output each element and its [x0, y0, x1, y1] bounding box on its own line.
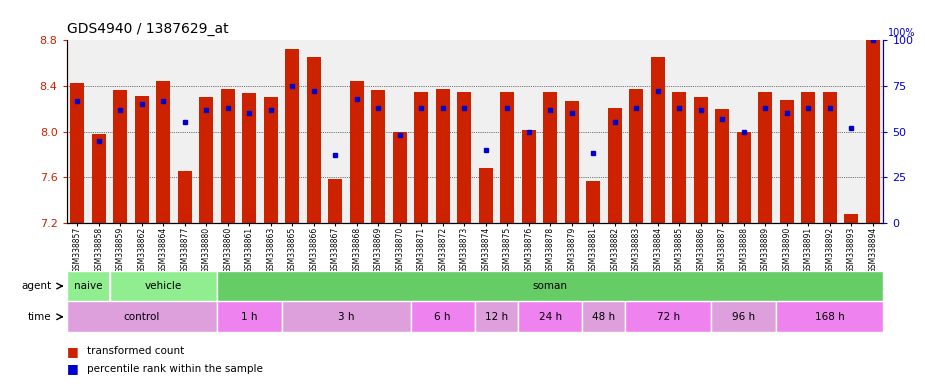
Bar — [414, 92, 428, 223]
Text: naive: naive — [74, 281, 103, 291]
Bar — [500, 92, 514, 223]
Text: agent: agent — [21, 281, 52, 291]
Bar — [608, 108, 622, 223]
Bar — [393, 132, 407, 223]
Bar — [629, 89, 643, 223]
Bar — [711, 301, 776, 332]
Bar — [822, 92, 836, 223]
Bar — [565, 101, 579, 223]
Bar — [328, 179, 342, 223]
Bar — [221, 89, 235, 223]
Bar — [67, 301, 217, 332]
Bar — [217, 271, 883, 301]
Bar — [736, 132, 751, 223]
Text: 3 h: 3 h — [338, 312, 354, 322]
Bar — [217, 301, 281, 332]
Bar — [522, 131, 536, 223]
Text: 1 h: 1 h — [241, 312, 257, 322]
Text: vehicle: vehicle — [144, 281, 182, 291]
Bar — [780, 99, 794, 223]
Text: 6 h: 6 h — [435, 312, 451, 322]
Bar — [475, 301, 518, 332]
Bar — [178, 171, 191, 223]
Text: 100%: 100% — [888, 28, 915, 38]
Bar — [307, 58, 321, 223]
Text: control: control — [124, 312, 160, 322]
Bar — [866, 19, 880, 223]
Text: GDS4940 / 1387629_at: GDS4940 / 1387629_at — [67, 23, 228, 36]
Text: 168 h: 168 h — [815, 312, 845, 322]
Text: time: time — [28, 312, 52, 322]
Bar — [650, 58, 665, 223]
Bar — [264, 97, 278, 223]
Text: percentile rank within the sample: percentile rank within the sample — [87, 364, 263, 374]
Bar — [583, 301, 625, 332]
Bar — [242, 93, 256, 223]
Text: soman: soman — [533, 281, 568, 291]
Bar — [518, 301, 583, 332]
Bar — [156, 81, 170, 223]
Bar — [350, 81, 364, 223]
Text: 12 h: 12 h — [485, 312, 508, 322]
Bar — [845, 214, 858, 223]
Bar — [135, 96, 149, 223]
Bar — [758, 92, 772, 223]
Bar — [625, 301, 711, 332]
Bar — [715, 109, 729, 223]
Text: 96 h: 96 h — [732, 312, 755, 322]
Bar — [371, 91, 385, 223]
Bar — [672, 92, 686, 223]
Bar — [281, 301, 411, 332]
Bar — [776, 301, 883, 332]
Bar — [114, 91, 128, 223]
Text: 24 h: 24 h — [538, 312, 561, 322]
Bar — [543, 92, 557, 223]
Bar — [694, 97, 708, 223]
Text: ■: ■ — [67, 345, 79, 358]
Bar — [109, 271, 217, 301]
Bar — [436, 89, 450, 223]
Text: transformed count: transformed count — [87, 346, 184, 356]
Bar — [586, 180, 600, 223]
Text: 48 h: 48 h — [592, 312, 615, 322]
Bar — [457, 92, 471, 223]
Bar — [67, 271, 109, 301]
Bar — [199, 97, 214, 223]
Bar — [411, 301, 475, 332]
Bar — [801, 92, 815, 223]
Bar — [92, 134, 105, 223]
Bar — [479, 168, 493, 223]
Bar — [70, 83, 84, 223]
Text: 72 h: 72 h — [657, 312, 680, 322]
Bar — [285, 50, 300, 223]
Text: ■: ■ — [67, 362, 79, 375]
